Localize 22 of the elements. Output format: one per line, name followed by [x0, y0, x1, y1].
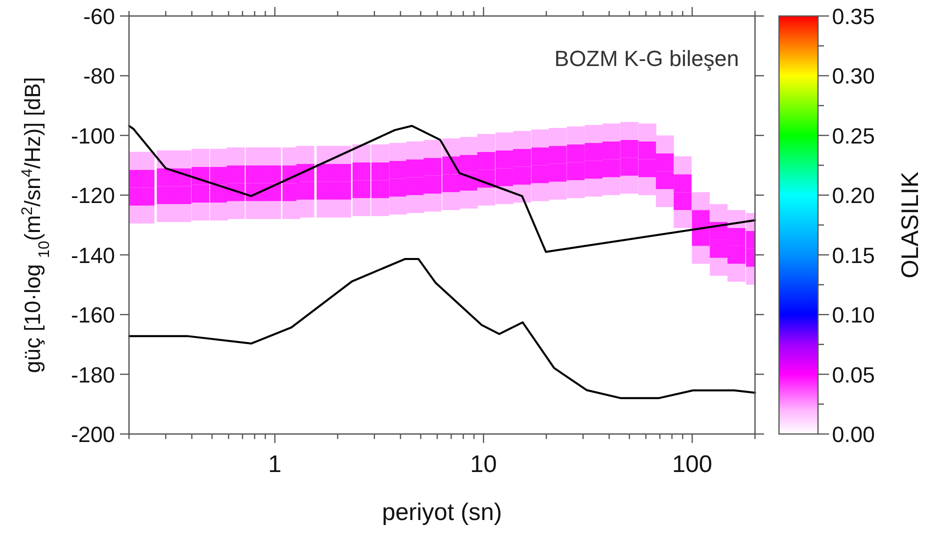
color-bar-label: 0.35 [832, 4, 875, 29]
y-tick-label: -120 [70, 183, 115, 208]
color-bar-label: 0.05 [832, 362, 875, 388]
color-bar-label: 0.20 [832, 183, 875, 208]
y-tick-label: -180 [70, 362, 115, 388]
annotation: BOZM K-G bileşen [554, 46, 739, 71]
y-tick-label: -140 [70, 242, 115, 268]
color-bar-label: 0.15 [832, 242, 875, 268]
color-bar-label: 0.25 [832, 123, 875, 148]
x-tick-label: 1 [268, 451, 282, 478]
y-tick-label: -80 [83, 64, 115, 89]
y-tick-label: -200 [70, 422, 115, 447]
y-tick-label: -60 [83, 4, 115, 29]
y-tick-label: -160 [70, 302, 115, 328]
color-bar-label: 0.00 [832, 422, 875, 447]
color-bar-label: 0.30 [832, 64, 875, 89]
x-tick-label: 100 [672, 451, 712, 478]
x-axis-title: periyot (sn) [382, 499, 502, 526]
color-bar-label: 0.10 [832, 302, 875, 328]
x-tick-label: 10 [470, 451, 497, 478]
color-bar-title: OLASILIK [897, 172, 924, 278]
y-tick-label: -100 [70, 123, 115, 148]
